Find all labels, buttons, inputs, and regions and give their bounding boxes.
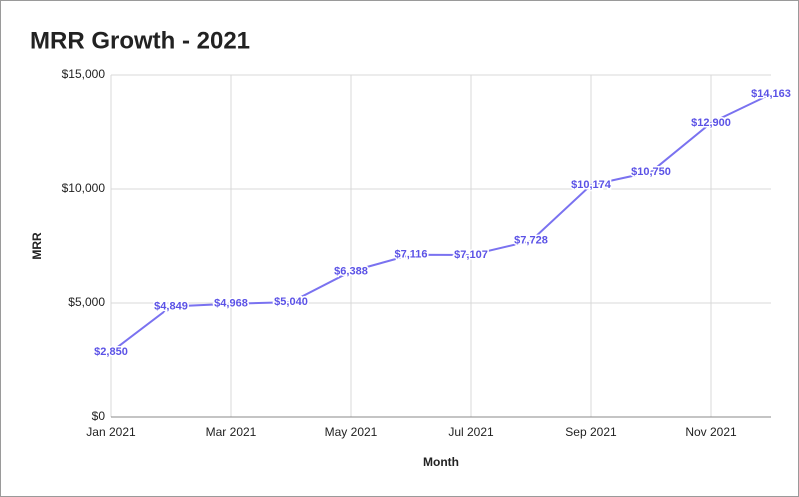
x-tick-label: Jan 2021 (86, 425, 136, 439)
data-label: $7,728 (514, 235, 548, 247)
data-label: $10,750 (631, 166, 671, 178)
y-tick-label: $0 (92, 409, 106, 423)
y-tick-label: $5,000 (68, 295, 105, 309)
x-tick-label: Sep 2021 (565, 425, 617, 439)
y-axis-label: MRR (30, 232, 44, 260)
y-tick-label: $15,000 (62, 67, 106, 81)
data-label: $14,163 (751, 88, 791, 100)
x-tick-label: Mar 2021 (206, 425, 257, 439)
data-line (110, 93, 772, 353)
data-label: $4,849 (154, 300, 188, 312)
data-label: $10,174 (571, 179, 612, 191)
data-label: $4,968 (214, 298, 248, 310)
x-tick-label: Jul 2021 (448, 425, 494, 439)
data-label: $2,850 (94, 346, 128, 358)
data-label: $5,040 (274, 296, 308, 308)
x-tick-label: May 2021 (325, 425, 378, 439)
data-label: $12,900 (691, 117, 731, 129)
data-label: $7,116 (394, 249, 427, 261)
data-label: $7,107 (454, 249, 488, 261)
x-axis-label: Month (423, 455, 459, 469)
y-tick-label: $10,000 (62, 181, 106, 195)
chart-title: MRR Growth - 2021 (30, 27, 250, 54)
x-tick-label: Nov 2021 (685, 425, 737, 439)
data-label: $6,388 (334, 265, 368, 277)
